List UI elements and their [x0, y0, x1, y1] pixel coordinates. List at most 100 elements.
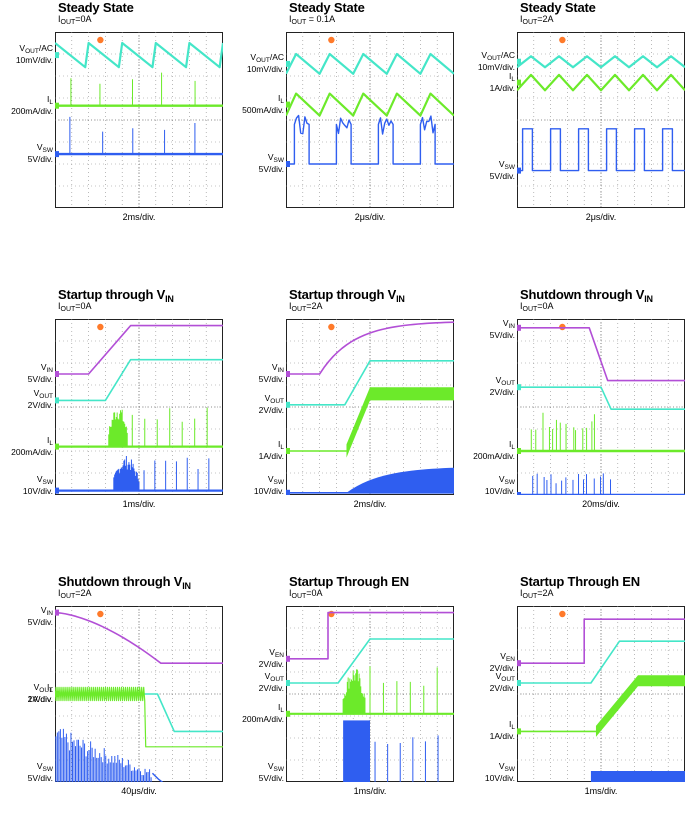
channel-label: VSW 5V/div. [258, 152, 284, 174]
channel-label: VOUT 2V/div. [27, 682, 53, 704]
trigger-marker [328, 610, 335, 618]
trace-il-line [517, 73, 685, 92]
channel-marker [55, 52, 59, 59]
scope-panel-p6: Shutdown through VIN IOUT=0A VIN 5V/div. VOU… [462, 287, 693, 547]
trace-il [517, 412, 685, 453]
trace-il [55, 686, 223, 748]
trace-vout-line [517, 640, 685, 684]
channel-marker [286, 101, 290, 108]
trace-vin-line [286, 321, 454, 375]
channel-label: VSW 10V/div. [253, 474, 284, 496]
trace-vsw-line-burst [113, 456, 210, 491]
trace-il-line-burst [108, 407, 208, 447]
scope-screen [517, 606, 685, 782]
panel-title: Shutdown through VIN [58, 574, 191, 591]
trace-vout [517, 55, 685, 69]
channel-label: VOUT/AC 10mV/div. [246, 51, 284, 74]
trigger-marker [559, 610, 566, 618]
channel-marker [517, 660, 521, 667]
trace-vout [517, 640, 685, 684]
channel-marker [517, 79, 521, 86]
channel-label: VOUT 2V/div. [27, 388, 53, 411]
scope-screen [55, 32, 223, 208]
trace-vin [55, 611, 223, 664]
panel-condition: IOUT=0A [58, 14, 92, 26]
trace-vsw-line [286, 114, 454, 165]
channel-label: IL 200mA/div. [11, 434, 53, 457]
channel-label: VSW 10V/div. [484, 761, 515, 783]
trace-il-line-band [595, 675, 685, 737]
scope-screen [517, 319, 685, 495]
scope-panel-p7: Shutdown through VIN IOUT=2A VIN 5V/div. VOU… [0, 574, 231, 834]
trace-vout-line [286, 52, 454, 75]
channel-marker [55, 371, 59, 377]
panel-title: Startup Through EN [289, 574, 409, 589]
trace-il [286, 387, 454, 458]
time-per-div: 2ms/div. [353, 499, 387, 509]
trace-vout [286, 52, 454, 75]
screen-grid [517, 606, 685, 782]
channel-marker [286, 371, 290, 377]
time-per-div: 2ms/div. [122, 212, 156, 222]
trace-ven [286, 611, 454, 660]
trigger-marker [97, 610, 104, 618]
panel-condition: IOUT=2A [520, 14, 554, 26]
channel-marker [286, 161, 290, 167]
channel-marker [517, 324, 521, 331]
panel-title: Steady State [520, 0, 596, 15]
trace-vout [55, 358, 223, 402]
panel-condition: IOUT=2A [58, 588, 92, 600]
trace-il-line-spikes [70, 72, 196, 106]
panel-condition: IOUT=0A [520, 301, 554, 313]
trace-vsw-line-burst [55, 728, 152, 782]
channel-marker [517, 728, 521, 735]
trace-il-line [286, 92, 454, 117]
scope-screen [286, 32, 454, 208]
channel-marker [517, 492, 521, 495]
scope-screen [286, 319, 454, 495]
trace-vout-line [517, 386, 685, 410]
channel-marker [286, 401, 290, 408]
trace-vsw [55, 728, 164, 782]
channel-label: VOUT 2V/div. [489, 375, 515, 398]
panel-title: Steady State [58, 0, 134, 15]
trace-il-line [55, 686, 223, 748]
scope-screen [517, 32, 685, 208]
channel-label: VIN 5V/div. [489, 318, 515, 340]
channel-label: VSW 5V/div. [489, 158, 515, 181]
time-per-div: 2μs/div. [585, 212, 617, 222]
channel-marker [517, 680, 521, 686]
panel-title: Startup through VIN [289, 287, 405, 304]
trace-il [55, 407, 223, 448]
panel-condition: IOUT=2A [289, 301, 323, 313]
trace-il-line-band [346, 387, 454, 458]
channel-marker [286, 60, 290, 67]
panel-title: Shutdown through VIN [520, 287, 653, 304]
scope-panel-p9: Startup Through EN IOUT=2A VEN 2V/div. VOUT 2… [462, 574, 693, 834]
channel-label: IL 200mA/div. [473, 439, 515, 461]
trace-vin-line [55, 324, 223, 375]
trace-vsw [517, 473, 685, 495]
channel-label: IL 1A/div. [258, 439, 284, 461]
channel-marker [517, 384, 521, 391]
channel-label: VIN 5V/div. [27, 605, 53, 627]
scope-panel-p3: Steady State IOUT=2A VOUT/AC 10mV/div. IL 1A/… [462, 0, 693, 260]
panel-condition: IOUT = 0.1A [289, 14, 336, 26]
channel-label: VSW 5V/div. [258, 761, 284, 783]
channel-label: IL 500mA/div. [242, 92, 284, 115]
trace-vsw-line-band [346, 467, 454, 493]
scope-panel-p1: Steady State IOUT=0A VOUT/AC 10mV/div. IL 200… [0, 0, 231, 260]
time-per-div: 1ms/div. [122, 499, 156, 509]
trace-vsw [590, 771, 685, 782]
channel-marker [286, 448, 290, 454]
trace-il [517, 675, 685, 737]
trace-vsw-line-spikes [69, 116, 196, 155]
channel-label: VSW 5V/div. [27, 761, 53, 783]
channel-marker [55, 443, 59, 450]
time-per-div: 2μs/div. [354, 212, 386, 222]
trace-vsw [55, 116, 223, 156]
channel-label: VSW 10V/div. [484, 474, 515, 496]
channel-label: IL 1A/div. [27, 682, 53, 704]
trace-vsw [286, 467, 454, 494]
trace-vout [517, 386, 685, 410]
